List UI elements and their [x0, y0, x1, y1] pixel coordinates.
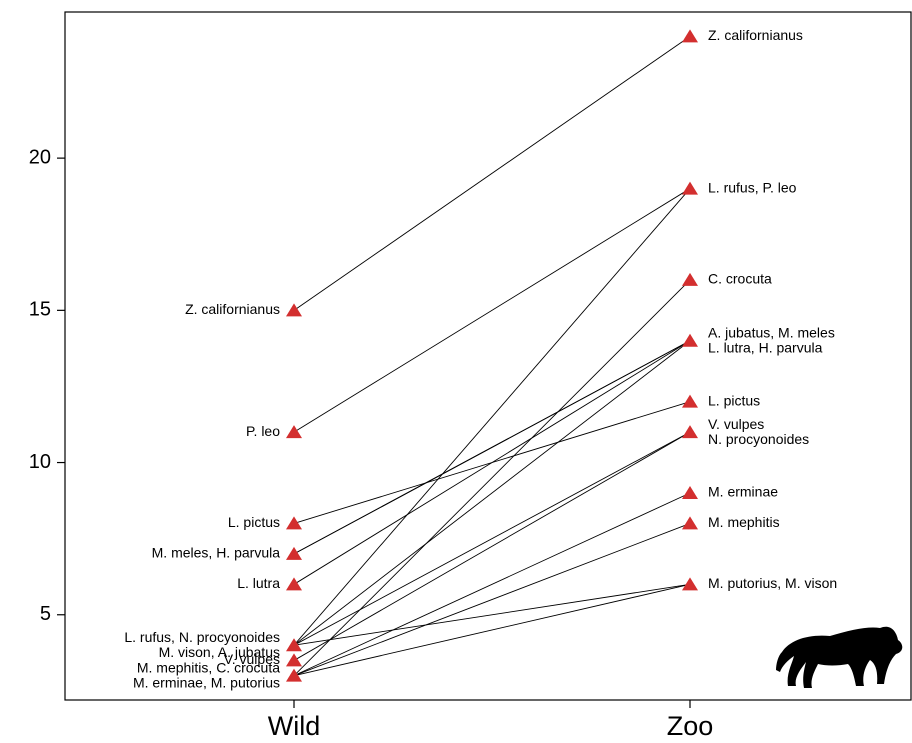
point-label: L. rufus, N. procyonoides: [124, 629, 280, 645]
y-tick-label: 15: [29, 299, 51, 321]
slope-line: [294, 584, 690, 675]
marker: [286, 577, 302, 590]
point-label: L. lutra, H. parvula: [708, 339, 823, 355]
slope-line: [294, 36, 690, 310]
point-label: M. putorius, M. vison: [708, 575, 837, 591]
marker: [286, 653, 302, 666]
point-label: L. pictus: [228, 514, 280, 530]
marker: [682, 273, 698, 286]
y-tick-label: 5: [40, 603, 51, 625]
slope-line: [294, 493, 690, 676]
marker: [286, 425, 302, 438]
slope-line: [294, 189, 690, 433]
silhouette: [776, 627, 902, 688]
marker: [682, 516, 698, 529]
point-label: L. rufus, P. leo: [708, 179, 797, 195]
x-tick-label: Zoo: [667, 711, 714, 741]
point-label: M. erminae: [708, 484, 778, 500]
point-label: Z. californianus: [708, 27, 803, 43]
point-label: C. crocuta: [708, 271, 772, 287]
slope-line: [294, 584, 690, 645]
point-label: M. erminae, M. putorius: [133, 674, 280, 690]
point-label: M. meles, H. parvula: [152, 545, 281, 561]
point-label: N. procyonoides: [708, 431, 809, 447]
plot-frame: [65, 12, 911, 700]
point-label: A. jubatus, M. meles: [708, 324, 835, 340]
marker: [682, 182, 698, 195]
slope-line: [294, 341, 690, 554]
slope-line: [294, 341, 690, 585]
chart: 5 10 15 20 Wild Zoo Z. californianus P. leo L. p…: [0, 0, 912, 743]
marker: [286, 516, 302, 529]
y-tick-label: 10: [29, 451, 51, 473]
marker: [682, 486, 698, 499]
marker: [286, 303, 302, 316]
slope-line: [294, 189, 690, 646]
marker: [682, 29, 698, 42]
x-tick-label: Wild: [268, 711, 321, 741]
point-label: Z. californianus: [185, 301, 280, 317]
point-label: P. leo: [246, 423, 280, 439]
marker: [682, 334, 698, 347]
y-tick-label: 20: [29, 146, 51, 168]
slope-line: [294, 432, 690, 645]
point-label: M. mephitis: [708, 514, 780, 530]
slope-line: [294, 280, 690, 676]
marker: [286, 547, 302, 560]
point-label: M. mephitis, C. crocuta: [137, 659, 280, 675]
point-label: L. pictus: [708, 392, 760, 408]
marker: [682, 425, 698, 438]
marker: [682, 395, 698, 408]
point-label: L. lutra: [237, 575, 280, 591]
point-label: V. vulpes: [708, 416, 764, 432]
marker: [682, 577, 698, 590]
